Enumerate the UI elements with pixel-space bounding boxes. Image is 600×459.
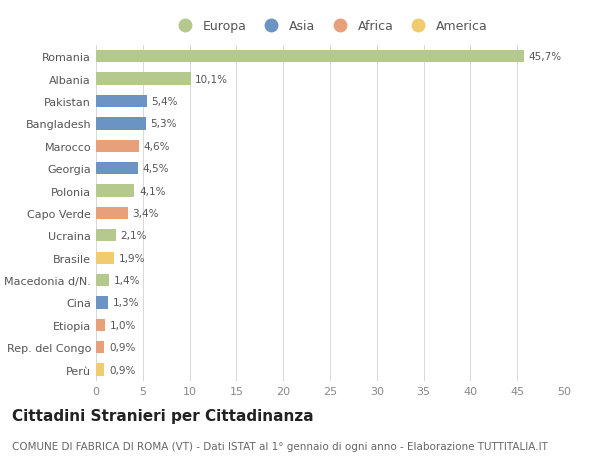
Bar <box>96 162 138 175</box>
Bar <box>96 185 134 197</box>
Text: 1,4%: 1,4% <box>114 275 140 285</box>
Text: 4,6%: 4,6% <box>144 141 170 151</box>
Text: 1,9%: 1,9% <box>118 253 145 263</box>
Bar <box>96 95 146 108</box>
Text: 45,7%: 45,7% <box>529 52 562 62</box>
Text: 0,9%: 0,9% <box>109 365 136 375</box>
Bar <box>96 207 128 219</box>
Text: 5,3%: 5,3% <box>150 119 177 129</box>
Bar <box>96 140 139 152</box>
Text: 0,9%: 0,9% <box>109 342 136 353</box>
Text: Cittadini Stranieri per Cittadinanza: Cittadini Stranieri per Cittadinanza <box>12 409 314 424</box>
Bar <box>96 118 146 130</box>
Bar <box>96 274 109 286</box>
Legend: Europa, Asia, Africa, America: Europa, Asia, Africa, America <box>172 20 488 33</box>
Text: 10,1%: 10,1% <box>195 74 228 84</box>
Text: 3,4%: 3,4% <box>133 208 159 218</box>
Text: COMUNE DI FABRICA DI ROMA (VT) - Dati ISTAT al 1° gennaio di ogni anno - Elabora: COMUNE DI FABRICA DI ROMA (VT) - Dati IS… <box>12 441 548 451</box>
Bar <box>96 51 524 63</box>
Text: 4,5%: 4,5% <box>143 164 169 174</box>
Bar <box>96 319 106 331</box>
Text: 1,0%: 1,0% <box>110 320 136 330</box>
Text: 5,4%: 5,4% <box>151 97 178 107</box>
Text: 4,1%: 4,1% <box>139 186 166 196</box>
Bar <box>96 341 104 353</box>
Text: 1,3%: 1,3% <box>113 298 139 308</box>
Bar <box>96 297 108 309</box>
Bar <box>96 364 104 376</box>
Bar <box>96 230 116 242</box>
Text: 2,1%: 2,1% <box>121 231 147 241</box>
Bar <box>96 73 191 85</box>
Bar <box>96 252 114 264</box>
